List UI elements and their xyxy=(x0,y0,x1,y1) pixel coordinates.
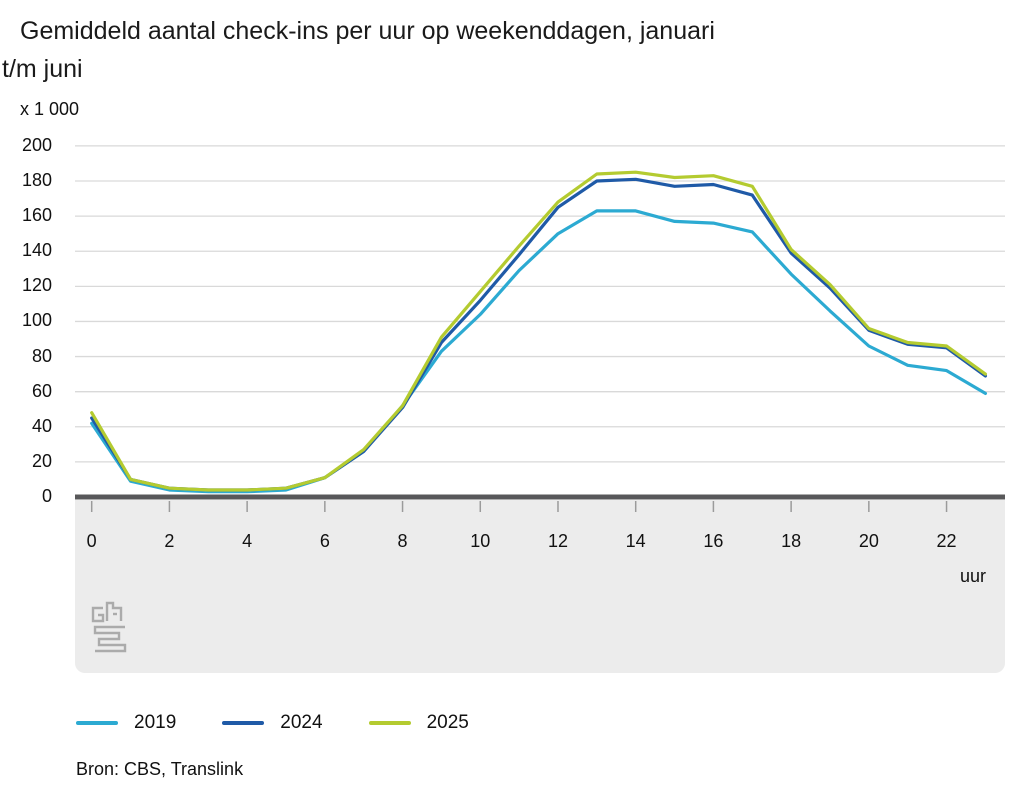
page-title: Gemiddeld aantal check-ins per uur op we… xyxy=(0,12,715,88)
cbs-logo xyxy=(91,601,127,653)
y-tick-label: 20 xyxy=(31,450,52,471)
legend-swatch-2019 xyxy=(76,721,118,725)
x-tick-label: 14 xyxy=(625,531,646,551)
y-axis-unit-label: x 1 000 xyxy=(20,99,80,119)
legend-swatch-2025 xyxy=(368,721,411,725)
x-tick-label: 18 xyxy=(781,531,802,551)
x-tick-label: 2 xyxy=(164,531,175,551)
legend-label: 2019 xyxy=(134,712,177,733)
source-note: Bron: CBS, Translink xyxy=(76,759,244,779)
x-tick-label: 6 xyxy=(319,531,330,551)
legend-item: 2025 xyxy=(368,712,469,734)
legend-label: 2024 xyxy=(280,712,323,733)
y-tick-label: 160 xyxy=(21,205,52,226)
title-line-2: t/m juni xyxy=(2,55,83,83)
legend-swatch-2024 xyxy=(222,721,265,725)
x-tick-label: 16 xyxy=(703,531,724,551)
x-axis-band xyxy=(75,500,1005,673)
series-line-2019 xyxy=(90,209,988,494)
x-tick-label: 8 xyxy=(397,531,408,551)
y-tick-label: 100 xyxy=(21,310,52,331)
y-tick-label: 80 xyxy=(31,345,52,366)
x-tick-label: 0 xyxy=(86,531,97,551)
legend-item: 2019 xyxy=(76,712,176,734)
legend-item: 2024 xyxy=(222,712,323,734)
x-tick-label: 10 xyxy=(470,531,491,551)
y-tick-label: 120 xyxy=(21,275,52,296)
y-tick-label: 60 xyxy=(31,380,52,401)
x-tick-label: 20 xyxy=(858,531,879,551)
chart-canvas xyxy=(75,145,1005,512)
chart-legend: 2019 2024 2025 xyxy=(76,712,515,734)
y-tick-label: 40 xyxy=(31,415,52,436)
x-tick-label: 22 xyxy=(936,531,957,551)
y-tick-label: 0 xyxy=(41,486,52,506)
series-line-2025 xyxy=(90,170,988,492)
x-tick-label: 4 xyxy=(242,531,253,551)
y-tick-label: 180 xyxy=(21,170,52,190)
chart-area: 0 20 40 60 80 100 120 140 160 180 200 0 2 4 6 8 10 12 14 1… xyxy=(21,134,1005,673)
y-tick-label: 140 xyxy=(21,240,52,261)
x-tick-label: 12 xyxy=(547,531,568,551)
y-tick-label: 200 xyxy=(21,134,52,155)
legend-label: 2025 xyxy=(426,712,469,733)
x-axis-unit-label: uur xyxy=(959,566,986,586)
title-line-1: Gemiddeld aantal check-ins per uur op we… xyxy=(20,17,715,45)
